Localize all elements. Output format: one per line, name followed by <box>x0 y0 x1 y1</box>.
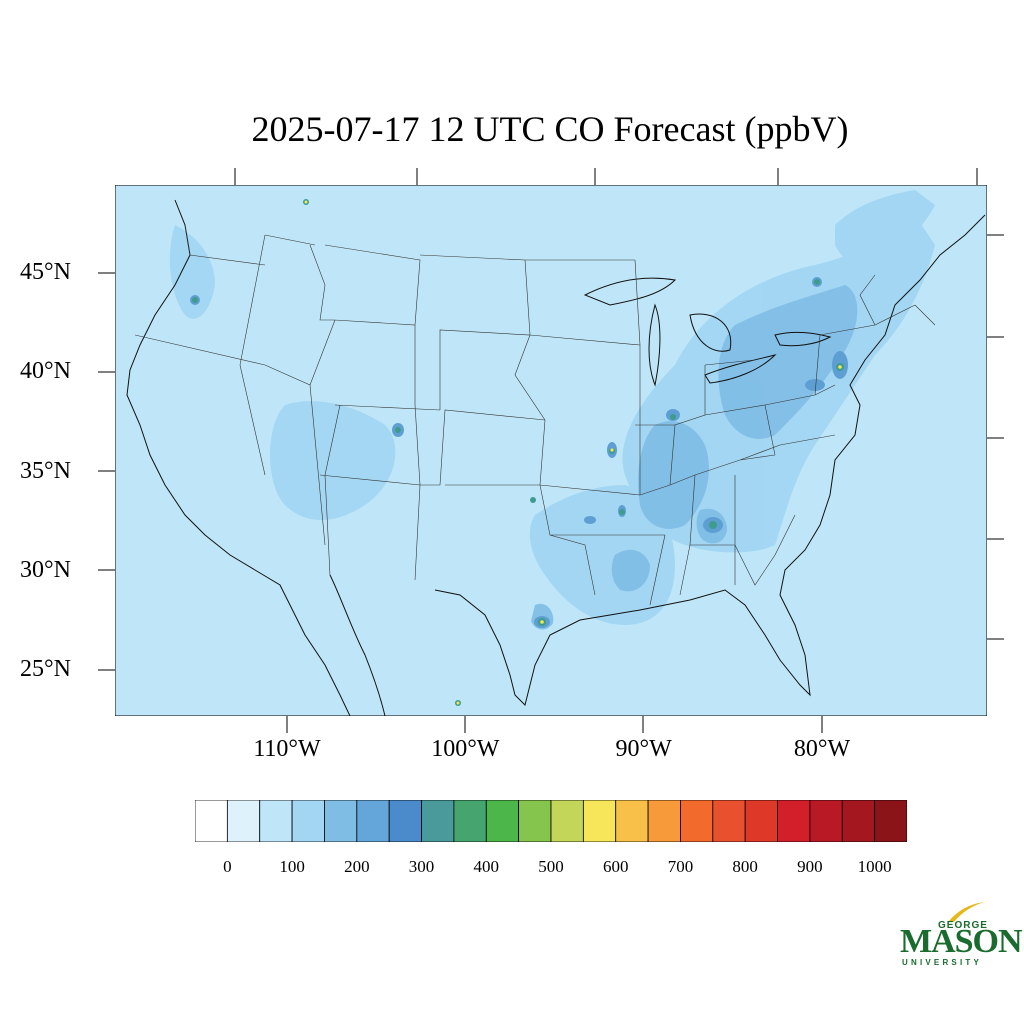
colorbar-tick-label: 0 <box>223 857 232 876</box>
colorbar-swatch <box>259 800 293 842</box>
colorbar-swatch <box>777 800 811 842</box>
us-coastline <box>126 199 986 716</box>
colorbar-swatch <box>744 800 778 842</box>
co-peak-spots <box>304 200 842 705</box>
lat-label: 35°N <box>20 457 71 484</box>
colorbar-tick-label: 900 <box>797 857 823 876</box>
colorbar-swatch <box>841 800 876 842</box>
lat-label: 45°N <box>20 259 71 285</box>
colorbar-tick-label: 300 <box>408 857 435 876</box>
colorbar-swatch <box>550 800 584 842</box>
gmu-logo: GEORGE MASON UNIVERSITY <box>898 900 1023 970</box>
colorbar-swatch <box>874 800 907 842</box>
logo-university-text: UNIVERSITY <box>902 958 983 967</box>
lat-label: 25°N <box>20 656 71 682</box>
co-forecast-map <box>115 185 987 716</box>
colorbar <box>195 800 907 842</box>
colorbar-tick-label: 200 <box>344 857 370 876</box>
colorbar-swatch <box>226 800 261 842</box>
colorbar-tick-label: 400 <box>473 857 500 876</box>
lon-label: 90°W <box>615 736 672 762</box>
colorbar-swatch <box>518 800 552 842</box>
colorbar-tick-label: 800 <box>732 857 758 876</box>
colorbar-swatch <box>680 800 714 842</box>
colorbar-swatch <box>453 800 487 842</box>
lon-label: 80°W <box>793 736 851 762</box>
colorbar-swatch <box>485 800 520 842</box>
logo-mason-text: MASON <box>900 923 1023 960</box>
colorbar-swatch <box>809 800 843 842</box>
lat-label: 30°N <box>20 556 71 583</box>
moderate-co-regions <box>531 285 858 630</box>
colorbar-swatch <box>712 800 746 842</box>
lon-label: 100°W <box>431 736 500 762</box>
colorbar-swatch <box>356 800 390 842</box>
colorbar-swatch <box>582 800 617 842</box>
colorbar-swatch <box>195 800 228 842</box>
great-lakes <box>583 277 832 387</box>
colorbar-tick-label: 1000 <box>857 857 892 876</box>
colorbar-tick-label: 700 <box>667 857 694 876</box>
lon-label: 110°W <box>253 736 321 762</box>
colorbar-tick-label: 500 <box>538 857 564 876</box>
colorbar-swatch <box>615 800 649 842</box>
colorbar-swatch <box>647 800 681 842</box>
logo-swoosh-icon <box>948 902 984 922</box>
lat-label: 40°N <box>20 358 71 385</box>
map-canvas <box>115 185 987 716</box>
colorbar-swatch <box>388 800 422 842</box>
logo-george-text: GEORGE <box>938 920 988 931</box>
map-title: 2025-07-17 12 UTC CO Forecast (ppbV) <box>251 109 849 149</box>
colorbar-tick-label: 600 <box>602 857 629 876</box>
state-borders <box>134 224 936 606</box>
colorbar-tick-label: 100 <box>279 857 305 876</box>
colorbar-swatch <box>324 800 358 842</box>
colorbar-swatch <box>291 800 325 842</box>
colorbar-swatch <box>421 800 455 842</box>
